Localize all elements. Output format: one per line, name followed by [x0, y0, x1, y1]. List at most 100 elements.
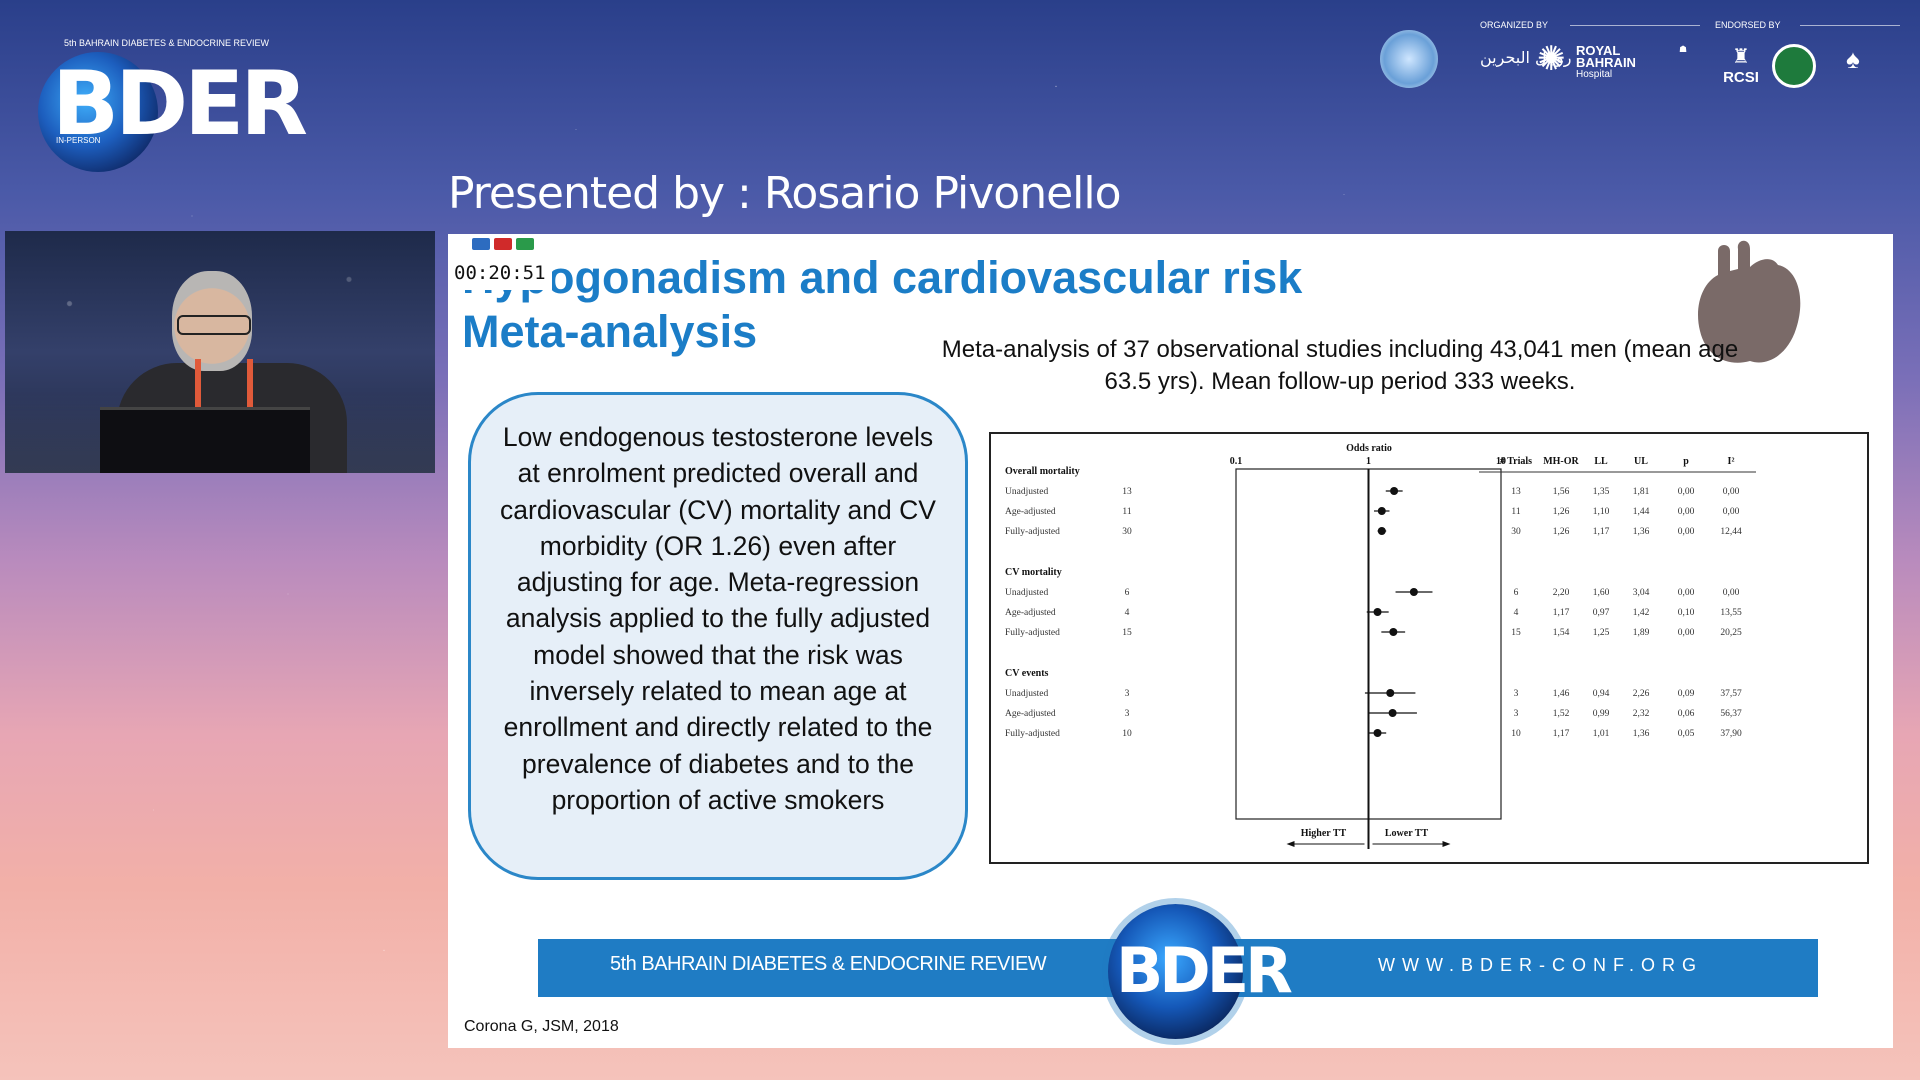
mode-label: IN-PERSON: [56, 136, 101, 145]
banner-logo-text: BDER: [1116, 934, 1293, 1007]
table-cell: 0,00: [1723, 588, 1740, 598]
table-cell: 1,35: [1593, 487, 1610, 497]
table-cell: 1,60: [1593, 588, 1610, 598]
speaker-glasses: [177, 315, 251, 335]
row-n: 13: [1122, 487, 1132, 497]
column-header: UL: [1634, 456, 1648, 467]
or-point: [1373, 729, 1382, 737]
or-point: [1373, 608, 1382, 616]
banner-logo: BDER: [1108, 904, 1293, 1039]
row-label: Age-adjusted: [1005, 608, 1056, 618]
medical-association-icon: ♠: [1846, 44, 1860, 74]
x-tick-label: 10: [1496, 456, 1506, 467]
flag-icon: [516, 238, 534, 250]
group-label: Overall mortality: [1005, 466, 1080, 477]
row-n: 3: [1125, 689, 1130, 699]
group-label: CV events: [1005, 668, 1049, 679]
royal-line1: ROYAL: [1576, 43, 1621, 58]
table-cell: 0,97: [1593, 608, 1610, 618]
table-cell: 1,25: [1593, 628, 1610, 638]
table-cell: 0,00: [1723, 487, 1740, 497]
row-label: Unadjusted: [1005, 588, 1049, 598]
table-cell: 3: [1514, 709, 1519, 719]
table-cell: 1,89: [1633, 628, 1650, 638]
forest-plot: Odds ratio 0.1 1 10 # Trials MH-OR LL UL p I² Over…: [989, 432, 1869, 864]
row-n: 4: [1125, 608, 1130, 618]
group-label: CV mortality: [1005, 567, 1062, 578]
table-cell: 13,55: [1720, 608, 1742, 618]
row-label: Age-adjusted: [1005, 709, 1056, 719]
table-cell: 1,56: [1553, 487, 1570, 497]
table-cell: 0,00: [1678, 628, 1695, 638]
table-cell: 1,01: [1593, 729, 1610, 739]
table-cell: 1,81: [1633, 487, 1650, 497]
column-header: # Trials: [1500, 456, 1532, 467]
royal-bahrain-flower-icon: ✺: [1537, 40, 1566, 78]
table-cell: 10: [1511, 729, 1521, 739]
table-cell: 1,10: [1593, 507, 1610, 517]
or-point: [1377, 507, 1386, 515]
row-label: Unadjusted: [1005, 689, 1049, 699]
table-cell: 37,90: [1720, 729, 1742, 739]
citation: Corona G, JSM, 2018: [464, 1018, 619, 1035]
table-cell: 1,36: [1633, 527, 1650, 537]
x-tick-label: 0.1: [1230, 456, 1243, 467]
row-label: Unadjusted: [1005, 487, 1049, 497]
table-cell: 2,20: [1553, 588, 1570, 598]
row-n: 10: [1122, 729, 1132, 739]
rcsi-logo: ♜ RCSI: [1718, 44, 1764, 90]
table-cell: 0,00: [1678, 527, 1695, 537]
lanyard: [247, 359, 253, 429]
table-cell: 1,42: [1633, 608, 1650, 618]
or-point: [1389, 628, 1398, 636]
table-cell: 30: [1511, 527, 1521, 537]
divider: [1570, 25, 1700, 26]
divider: [1800, 25, 1900, 26]
table-cell: 0,00: [1723, 507, 1740, 517]
table-cell: 1,54: [1553, 628, 1570, 638]
row-label: Fully-adjusted: [1005, 628, 1060, 638]
royal-line2: BAHRAIN: [1576, 55, 1636, 70]
presentation-slide: Hypogonadism and cardiovascular risk Met…: [448, 234, 1893, 1048]
bottom-label-right: Lower TT: [1385, 828, 1429, 839]
table-cell: 20,25: [1720, 628, 1742, 638]
table-cell: 0,00: [1678, 588, 1695, 598]
table-cell: 37,57: [1720, 689, 1742, 699]
table-cell: 6: [1514, 588, 1519, 598]
table-cell: 1,17: [1593, 527, 1610, 537]
table-cell: 1,36: [1633, 729, 1650, 739]
table-cell: 0,00: [1678, 487, 1695, 497]
row-label: Age-adjusted: [1005, 507, 1056, 517]
bottom-label-left: Higher TT: [1301, 828, 1347, 839]
logo-text: BDER: [52, 52, 308, 155]
medical-society-seal-icon: [1772, 44, 1816, 88]
table-cell: 2,32: [1633, 709, 1650, 719]
flag-icons: [472, 238, 534, 250]
table-cell: 0,06: [1678, 709, 1695, 719]
x-tick-label: 1: [1366, 456, 1371, 467]
study-summary: Meta-analysis of 37 observational studie…: [941, 336, 1739, 395]
row-label: Fully-adjusted: [1005, 527, 1060, 537]
table-cell: 0,09: [1678, 689, 1695, 699]
presenter-caption: Presented by : Rosario Pivonello: [448, 168, 1122, 219]
flag-icon: [472, 238, 490, 250]
table-cell: 0,94: [1593, 689, 1610, 699]
endorsed-by-label: ENDORSED BY: [1715, 20, 1781, 30]
table-cell: 3,04: [1633, 588, 1650, 598]
speaker-webcam: [5, 231, 435, 473]
table-cell: 1,46: [1553, 689, 1570, 699]
key-finding-callout: Low endogenous testosterone levels at en…: [468, 392, 968, 880]
table-cell: 0,99: [1593, 709, 1610, 719]
column-header: LL: [1594, 456, 1608, 467]
table-cell: 12,44: [1720, 527, 1742, 537]
arrowhead: [1442, 841, 1451, 847]
or-point: [1377, 527, 1386, 535]
slide-title: Hypogonadism and cardiovascular risk: [462, 252, 1303, 303]
flag-icon: [494, 238, 512, 250]
banner-url[interactable]: WWW.BDER-CONF.ORG: [1378, 955, 1703, 975]
table-cell: 0,10: [1678, 608, 1695, 618]
table-cell: 1,17: [1553, 608, 1570, 618]
lanyard: [195, 359, 201, 429]
table-cell: 1,17: [1553, 729, 1570, 739]
